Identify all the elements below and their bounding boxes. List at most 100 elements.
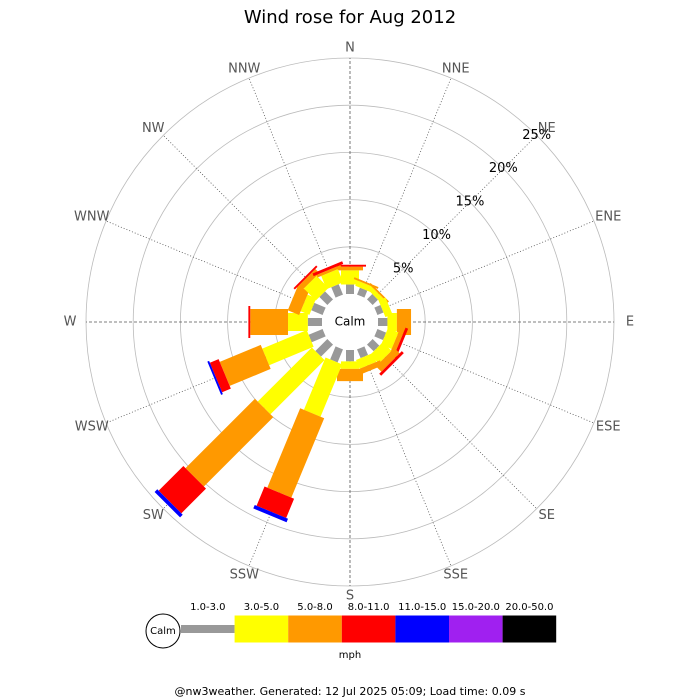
bar-segment (366, 294, 378, 306)
bar-segment (154, 489, 183, 518)
legend-swatch (341, 615, 396, 643)
bar-segment (375, 347, 400, 372)
bar-segment (346, 350, 354, 362)
bar-segment (355, 280, 375, 293)
bar-segment (378, 297, 393, 318)
ring-label: 15% (455, 195, 484, 210)
bar-segment (346, 284, 354, 294)
bar-segment (288, 313, 308, 331)
ring-label: 10% (422, 228, 451, 243)
legend-swatch (234, 615, 289, 643)
bar-segment (357, 287, 368, 298)
legend-unit: mph (339, 650, 361, 661)
bar-segment (185, 398, 274, 487)
bar-segment (209, 359, 231, 393)
bar-segment (379, 351, 404, 376)
bar-segment (262, 330, 314, 366)
bar-segment (308, 329, 326, 343)
bar-segment (331, 284, 343, 298)
spoke (360, 347, 452, 567)
bar-segment (341, 361, 359, 369)
legend-label: 3.0-5.0 (244, 602, 279, 613)
bar-segment (368, 287, 385, 304)
spoke (369, 341, 537, 509)
bar-segment (312, 261, 344, 277)
legend-label: 5.0-8.0 (297, 602, 332, 613)
direction-label: ENE (595, 210, 621, 225)
spoke (163, 135, 331, 303)
bar-segment (370, 342, 392, 364)
bar-segment (311, 302, 326, 315)
direction-label: WSW (75, 419, 109, 434)
chart-title: Wind rose for Aug 2012 (244, 7, 456, 28)
direction-label: SSE (443, 568, 468, 583)
bar-segment (300, 294, 317, 315)
bar-segment (334, 264, 366, 267)
grid-ring (132, 104, 568, 540)
legend-label: 15.0-20.0 (452, 602, 500, 613)
ring-label: 20% (489, 161, 518, 176)
bar-segment (337, 368, 363, 382)
bar-segment (287, 286, 310, 315)
bar-segment (253, 504, 288, 523)
bar-segment (387, 313, 397, 331)
bar-segment (374, 329, 387, 341)
ring-label: 25% (522, 128, 551, 143)
legend-swatch (181, 625, 235, 633)
grid-ring (227, 199, 473, 445)
legend-calm (145, 613, 181, 649)
bar-segment (303, 357, 343, 417)
legend-swatch (395, 615, 449, 643)
legend-label: 20.0-50.0 (505, 602, 553, 613)
bar-segment (319, 291, 334, 306)
bar-segment (321, 269, 344, 290)
legend-label: 1.0-3.0 (190, 602, 225, 613)
spoke (248, 77, 340, 297)
direction-label: WNW (74, 210, 110, 225)
ring-label: 5% (393, 261, 414, 276)
bar-segment (303, 275, 329, 301)
spoke (360, 77, 452, 297)
bar-segment (381, 328, 399, 349)
direction-label: S (346, 589, 354, 604)
bar-segment (315, 338, 334, 357)
legend-label: 8.0-11.0 (348, 602, 390, 613)
bar-segment (248, 306, 251, 338)
legend-swatch (502, 615, 557, 643)
bar-segment (219, 344, 271, 386)
direction-label: NNW (228, 61, 260, 76)
bar-segment (267, 408, 325, 498)
footer: @nw3weather. Generated: 12 Jul 2025 05:0… (175, 685, 526, 698)
direction-label: NNE (442, 61, 470, 76)
direction-label: SW (143, 508, 164, 523)
bar-segment (369, 282, 390, 303)
bar-segment (251, 507, 289, 523)
direction-label: NW (142, 121, 165, 136)
bar-segment (256, 486, 295, 518)
bar-segment (316, 264, 342, 278)
bar-segment (357, 346, 369, 359)
direction-label: E (626, 315, 634, 330)
direction-label: ESE (596, 419, 621, 434)
bar-segment (366, 338, 380, 352)
legend-swatch (288, 615, 342, 643)
calm-label: Calm (335, 315, 366, 329)
legend-swatch (449, 615, 503, 643)
direction-label: SE (539, 508, 555, 523)
direction-label: N (345, 41, 355, 56)
direction-label: SSW (230, 568, 260, 583)
bar-segment (341, 270, 359, 285)
direction-label: W (64, 315, 77, 330)
bar-segment (390, 328, 405, 355)
bar-segment (356, 353, 377, 369)
bar-segment (307, 318, 322, 326)
bar-segment (337, 266, 363, 271)
spoke (105, 220, 325, 312)
bar-segment (250, 309, 289, 335)
spoke (375, 220, 595, 312)
bar-segment (158, 465, 207, 514)
bar-segment (207, 360, 223, 395)
bar-segment (378, 318, 388, 326)
spoke (375, 332, 595, 424)
